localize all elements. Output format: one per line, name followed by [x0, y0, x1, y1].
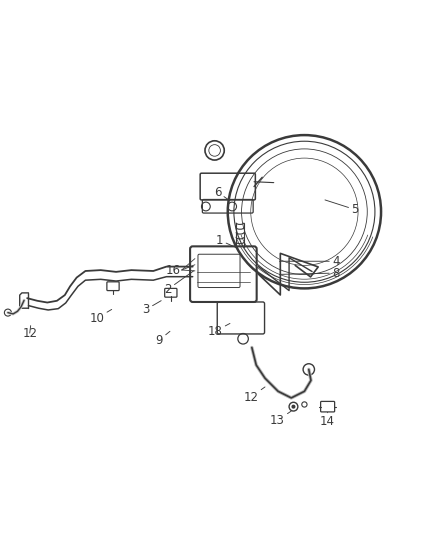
Text: 12: 12 — [22, 326, 37, 340]
Text: 5: 5 — [325, 200, 359, 216]
Text: 10: 10 — [89, 310, 112, 325]
Text: 6: 6 — [214, 185, 230, 201]
Text: 1: 1 — [216, 233, 237, 248]
Circle shape — [292, 405, 295, 408]
Text: 4: 4 — [279, 255, 339, 268]
Text: 13: 13 — [270, 411, 291, 427]
Text: 9: 9 — [155, 332, 170, 346]
Text: 14: 14 — [320, 413, 335, 429]
Text: 8: 8 — [279, 266, 339, 280]
Text: 18: 18 — [208, 324, 230, 338]
Text: 16: 16 — [166, 263, 180, 277]
Text: 2: 2 — [164, 271, 194, 296]
Text: 3: 3 — [142, 301, 161, 316]
Text: 12: 12 — [244, 387, 265, 403]
